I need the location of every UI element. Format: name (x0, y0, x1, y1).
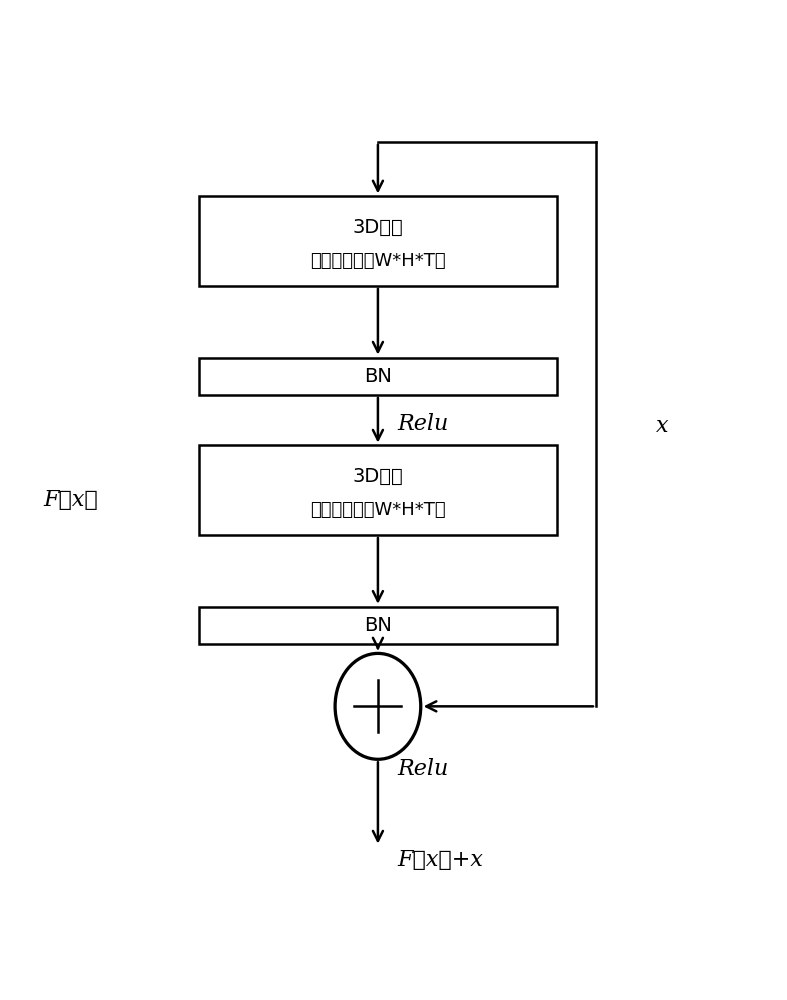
Bar (199, 445, 557, 535)
Text: 3D卷积: 3D卷积 (353, 467, 403, 486)
Text: BN: BN (364, 367, 392, 386)
Text: x: x (656, 415, 668, 437)
Text: F（x）: F（x） (43, 489, 98, 511)
Text: 卷积核大小（W*H*T）: 卷积核大小（W*H*T） (310, 252, 445, 270)
Text: 卷积核大小（W*H*T）: 卷积核大小（W*H*T） (310, 501, 445, 519)
Text: 3D卷积: 3D卷积 (353, 218, 403, 237)
Text: Relu: Relu (397, 413, 449, 435)
Bar (199, 358, 557, 395)
Text: BN: BN (364, 616, 392, 635)
Text: Relu: Relu (397, 758, 449, 780)
Text: F（x）+x: F（x）+x (397, 849, 483, 871)
Bar (199, 196, 557, 286)
Bar (199, 607, 557, 644)
